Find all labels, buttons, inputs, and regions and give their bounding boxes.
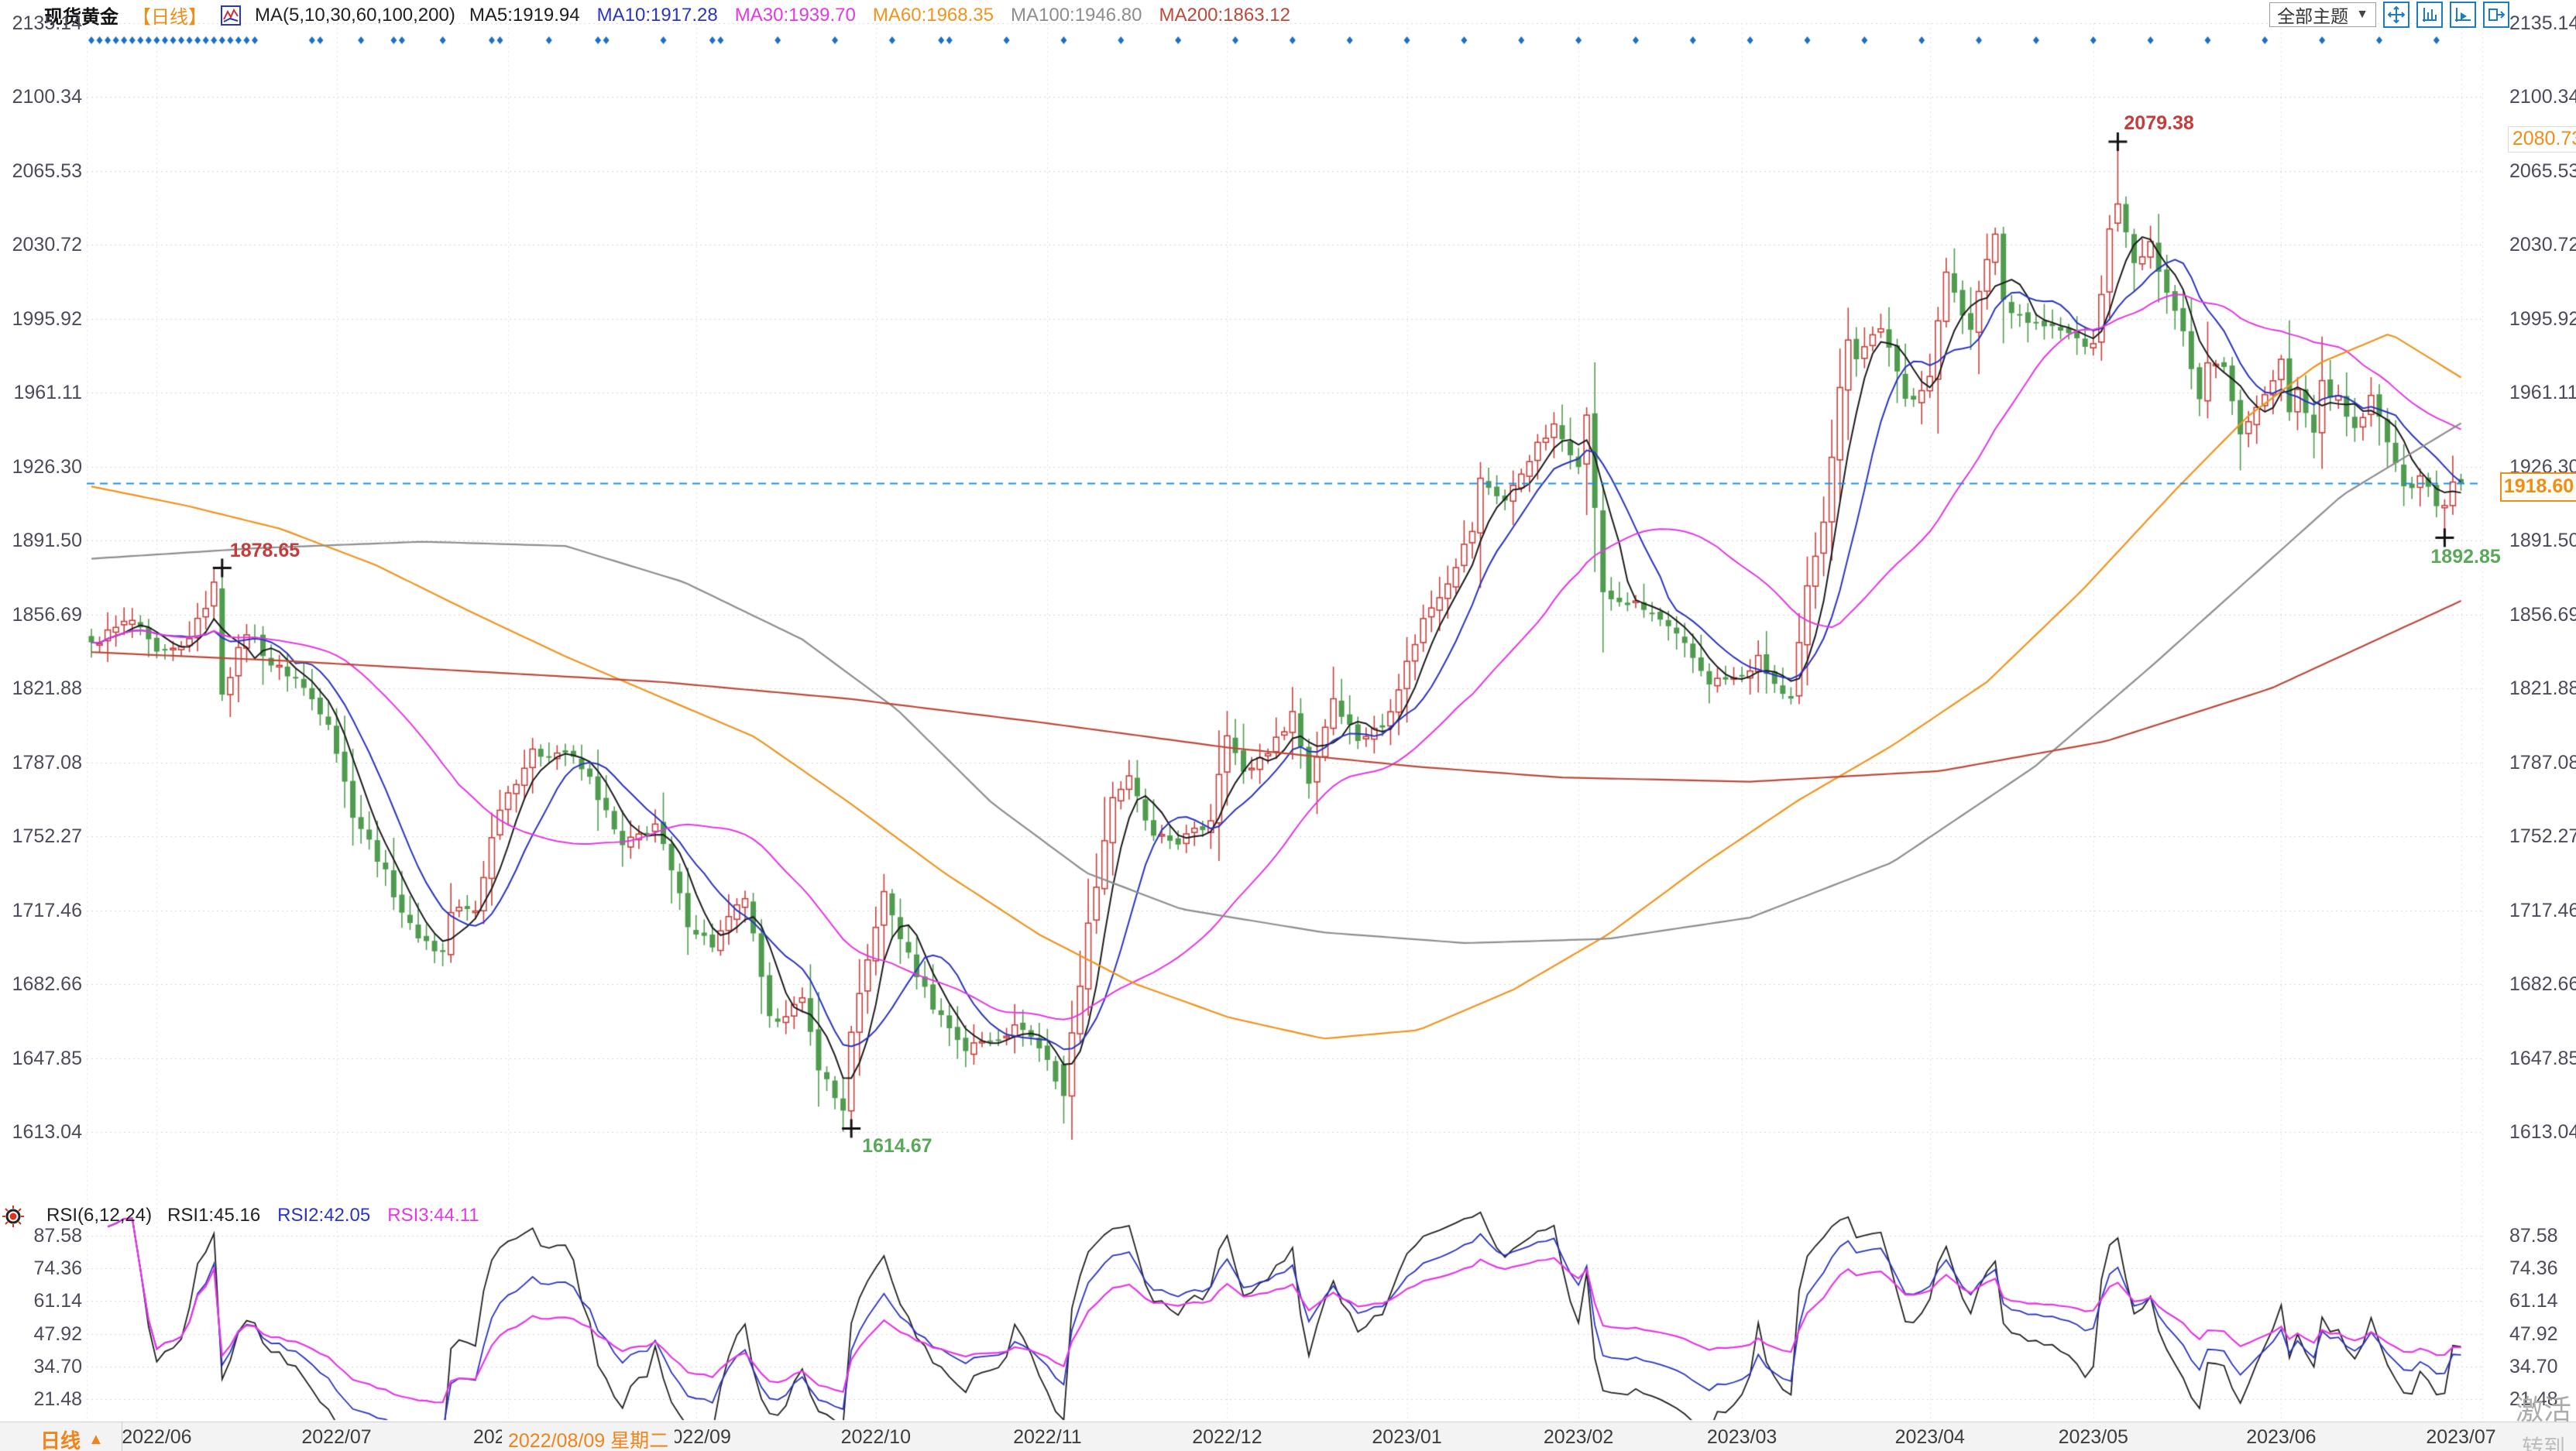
time-axis-label: 2022/11 [1013,1426,1082,1448]
price-axis-label: 1856.69 [12,603,82,626]
theme-dropdown-label: 全部主题 [2277,6,2349,26]
rsi-axis-label: 34.70 [33,1355,82,1377]
rsi-legend: RSI1:45.16 RSI2:42.05 RSI3:44.11 [167,1205,479,1226]
watermark-line1: 激活 [2516,1394,2572,1425]
period-selector-label: 日线 [40,1429,81,1451]
rsi-axis-label: 61.14 [2509,1290,2558,1312]
time-axis-label: 2023/05 [2058,1426,2128,1448]
price-axis-label: 2065.53 [2509,160,2576,182]
time-axis-label: 2023/01 [1372,1426,1442,1448]
crosshair-date-label: 2022/08/09 星期二 [502,1425,675,1451]
price-axis-label: 2030.72 [2509,234,2576,256]
price-axis-label: 1647.85 [2509,1047,2576,1069]
time-axis-bar: 日线 ▲ 2022/062022/072022/082022/092022/10… [0,1422,2576,1451]
pan-tool-icon[interactable] [2383,2,2409,28]
price-axis-label: 2065.53 [12,160,82,182]
triangle-up-icon: ▲ [88,1431,104,1448]
indicator-target-icon[interactable] [2,1205,25,1228]
time-axis-label: 2022/07 [301,1426,372,1448]
price-axis-label: 1891.50 [12,530,82,552]
time-axis-label: 2023/02 [1543,1426,1614,1448]
price-axis-label: 1752.27 [12,825,82,848]
go-to-latest-icon[interactable] [2483,2,2509,28]
symbol-name: 现货黄金 [44,7,118,28]
rsi-value-label: RSI3:44.11 [387,1205,479,1226]
price-axis-label: 2030.72 [12,234,82,256]
rsi-value-label: RSI1:45.16 [167,1205,261,1226]
ma-value-label: MA10:1917.28 [596,4,718,26]
price-axis-label: 1752.27 [2509,825,2576,848]
high-marker-label-1878: 1878.65 [229,540,301,562]
rsi-axis-label: 74.36 [2509,1257,2558,1280]
price-axis-label: 2135.14 [2509,12,2576,34]
time-axis-label: 2022/12 [1192,1426,1262,1448]
rsi-axis-label: 47.92 [2509,1322,2558,1345]
ma-value-label: MA100:1946.80 [1011,4,1142,26]
time-axis-label: 2023/04 [1894,1426,1965,1448]
fit-horizontal-icon[interactable] [2450,2,2476,28]
price-axis-label: 2135.14 [12,12,82,34]
rsi-value-label: RSI2:42.05 [277,1205,371,1226]
price-axis-label: 1717.46 [2509,899,2576,921]
chart-header: 现货黄金 【日线】 MA(5,10,30,60,100,200) MA5:191… [44,2,1290,29]
period-selector[interactable]: 日线 ▲ [40,1425,104,1451]
rsi-axis-label: 87.58 [2509,1225,2558,1247]
ma-value-label: MA30:1939.70 [734,4,856,26]
price-axis-label: 1821.88 [12,677,82,700]
rsi-axis-label: 74.36 [33,1257,82,1280]
price-axis-label: 1613.04 [2509,1121,2576,1143]
side-price-label: 2080.73 [2508,126,2576,153]
rsi-axis-label: 47.92 [33,1322,82,1345]
indicator-icon[interactable] [221,5,241,26]
price-axis-label: 1787.08 [2509,751,2576,774]
rsi-axis-label: 87.58 [33,1225,82,1247]
ma-value-label: MA200:1863.12 [1159,4,1290,26]
time-axis-label: 2022/06 [122,1426,192,1448]
rsi-axis-label: 21.48 [33,1388,82,1410]
price-axis-label: 1682.66 [2509,973,2576,996]
current-price-box: 1918.60 [2500,472,2576,502]
time-axis-label: 2023/03 [1706,1426,1777,1448]
time-axis-label: 2022/10 [840,1426,911,1448]
price-axis-label: 1613.04 [12,1121,82,1143]
low-marker-label-1614: 1614.67 [862,1134,933,1157]
price-axis-label: 1995.92 [2509,307,2576,330]
theme-dropdown[interactable]: 全部主题 ▼ [2269,2,2376,27]
ma-value-label: MA60:1968.35 [872,4,994,26]
header-toolbar: 全部主题 ▼ [2269,2,2509,28]
rsi-axis-label: 34.70 [2509,1355,2558,1377]
price-axis-label: 1961.11 [13,382,82,404]
price-axis-label: 1961.11 [2509,382,2576,404]
price-axis-label: 1856.69 [2509,603,2576,626]
rsi-axis-label: 61.14 [33,1290,82,1312]
price-axis-label: 1647.85 [12,1047,82,1069]
price-axis-label: 1787.08 [12,751,82,774]
price-axis-label: 1717.46 [12,899,82,921]
rsi-axis-label: 21.48 [2509,1388,2558,1410]
fit-vertical-icon[interactable] [2416,2,2443,28]
price-axis-label: 2100.34 [12,86,82,108]
ma-legend: MA5:1919.94 MA10:1917.28 MA30:1939.70 MA60:… [469,5,1290,26]
watermark-line2: 转到 [2522,1436,2566,1451]
ma-value-label: MA5:1919.94 [469,4,580,26]
ma-settings-label: MA(5,10,30,60,100,200) [255,4,455,26]
chevron-down-icon: ▼ [2356,8,2368,21]
price-axis-label: 1995.92 [12,307,82,330]
high-marker-label-2079: 2079.38 [2124,111,2194,134]
time-axis-label: 2023/06 [2246,1426,2317,1448]
price-axis-label: 1926.30 [12,455,82,478]
price-axis-label: 1821.88 [2509,677,2576,700]
rsi-title: RSI(6,12,24) [46,1205,153,1226]
price-axis-label: 2100.34 [2509,86,2576,108]
period-tag: 【日线】 [132,7,207,28]
rsi-header: RSI(6,12,24) RSI1:45.16 RSI2:42.05 RSI3:44… [46,1205,479,1226]
price-axis-label: 1682.66 [12,973,82,996]
low-marker-label-1892: 1892.85 [2430,545,2501,568]
price-axis-label: 1891.50 [2509,530,2576,552]
time-axis-label: 2023/07 [2426,1426,2496,1448]
